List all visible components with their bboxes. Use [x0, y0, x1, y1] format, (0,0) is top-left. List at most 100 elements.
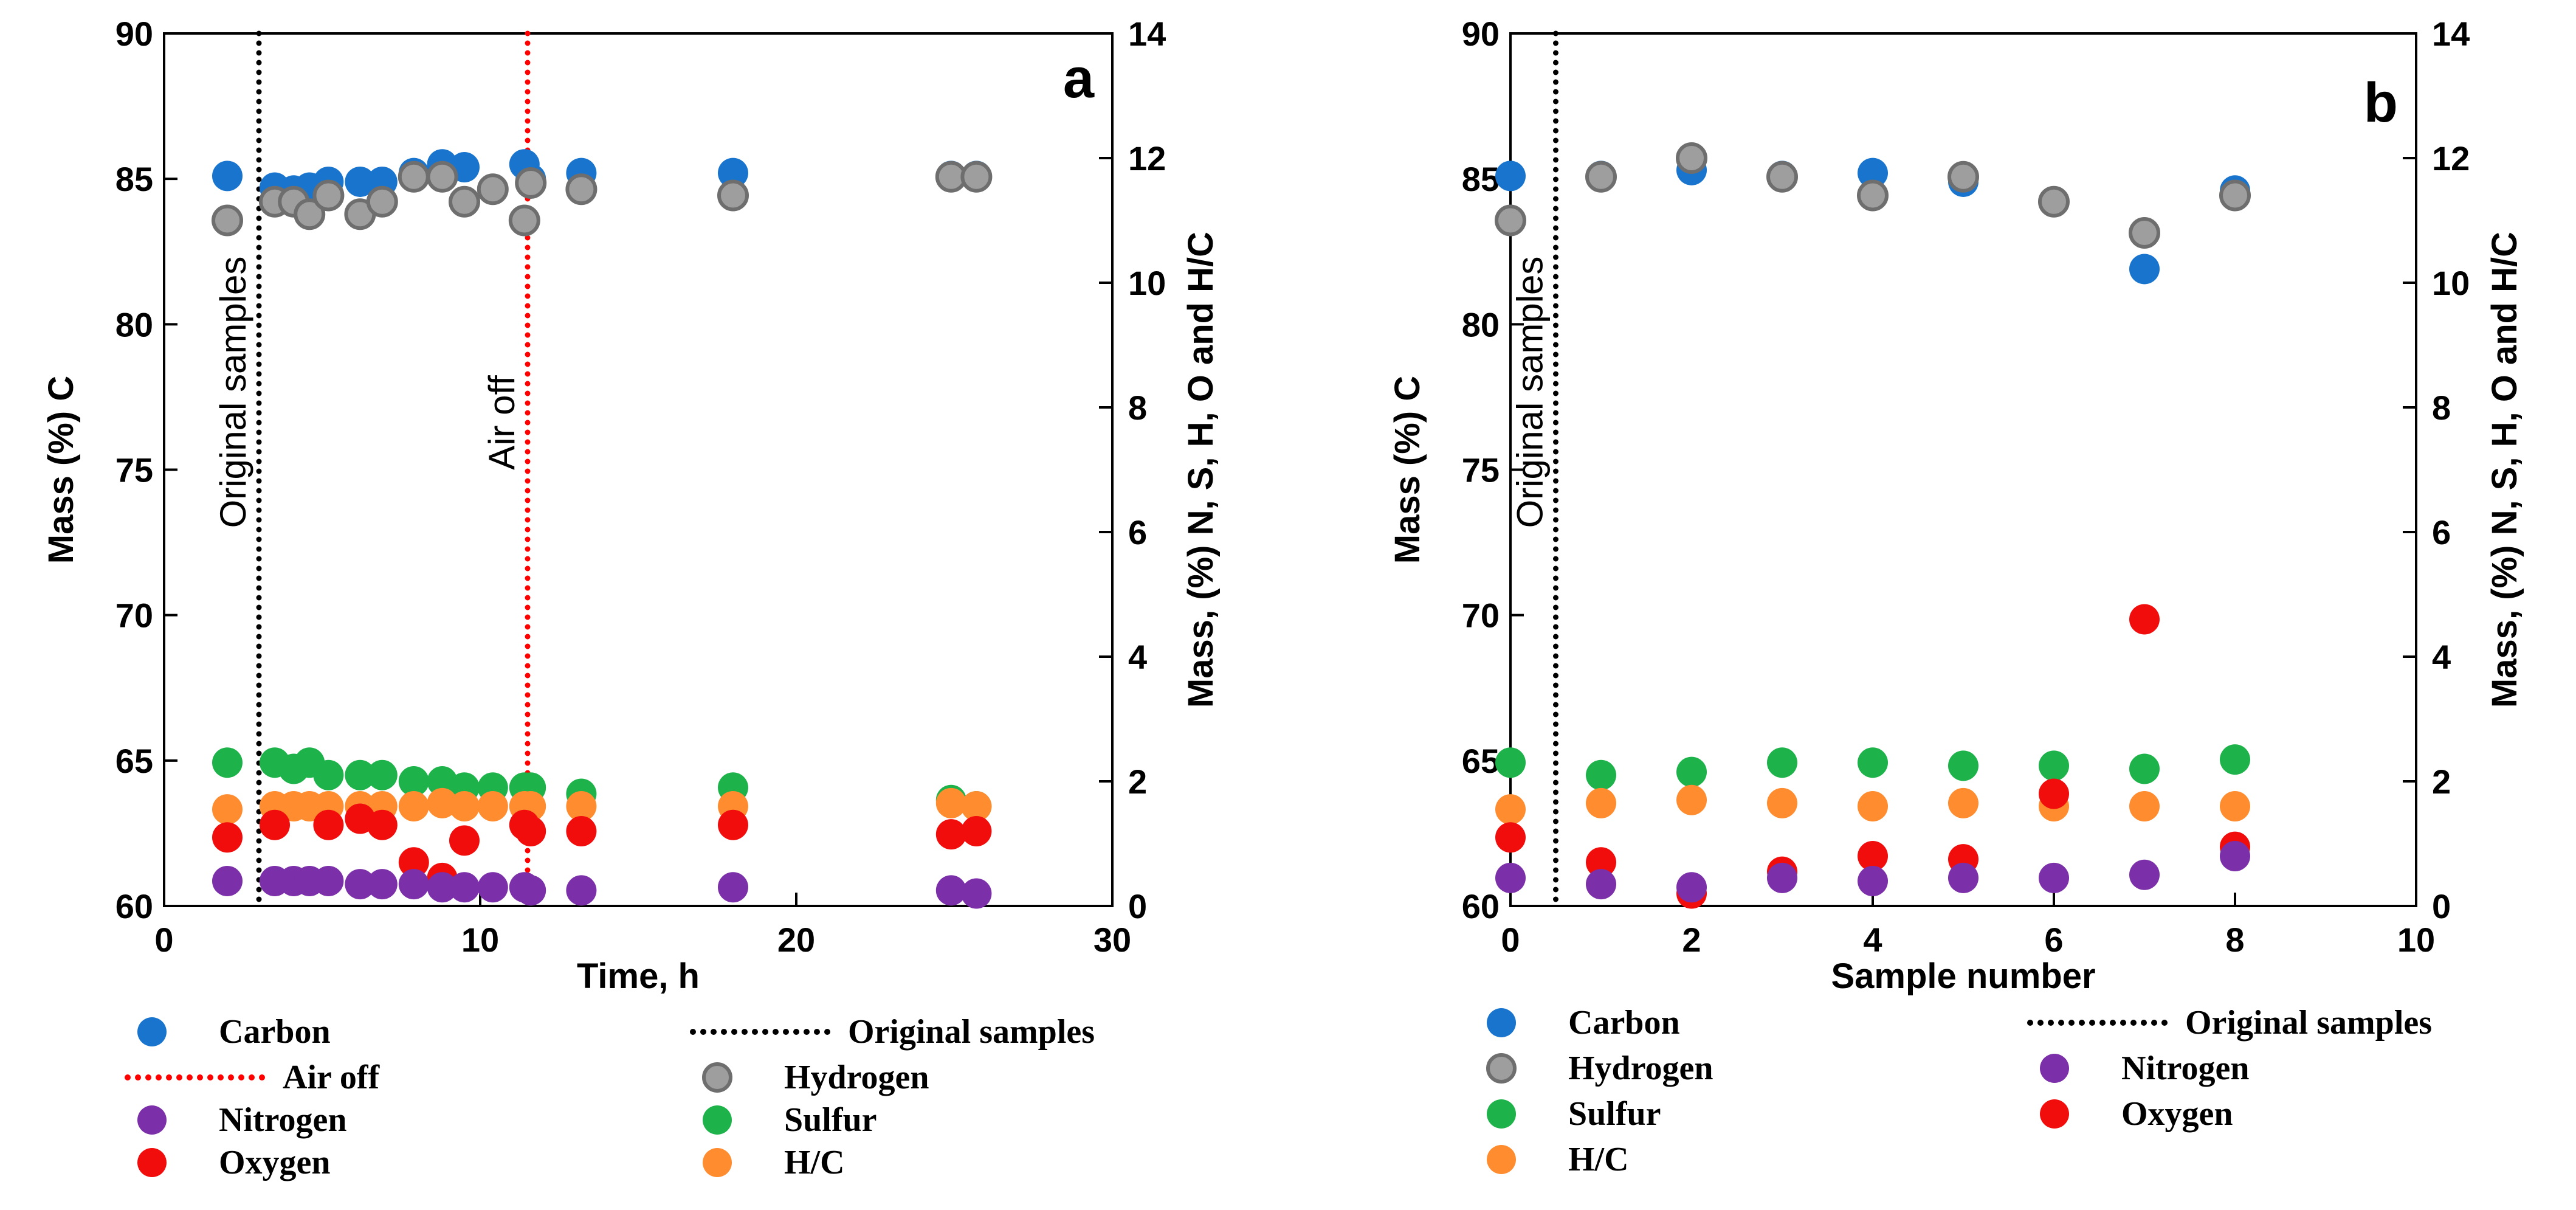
- x-tick-label: 10: [2397, 921, 2435, 959]
- y-right-tick-label: 6: [1128, 513, 1147, 551]
- legend-marker-nitrogen: [137, 1105, 167, 1135]
- data-point-nitrogen: [1586, 869, 1616, 900]
- data-point-oxygen: [1495, 822, 1526, 853]
- data-point-nitrogen: [935, 875, 966, 906]
- legend: Carbon Hydrogen Sulfur H/C Original samples N…: [1486, 1004, 2432, 1178]
- data-point-hydrogen: [508, 204, 540, 237]
- data-point-nitrogen: [212, 866, 243, 896]
- data-point-oxygen: [260, 809, 290, 840]
- legend-marker-hydrogen: [702, 1062, 732, 1093]
- y-left-tick-label: 90: [115, 15, 153, 53]
- data-point-hc: [1586, 787, 1616, 818]
- data-point-carbon: [2129, 254, 2160, 285]
- y-left-tick-label: 60: [115, 887, 153, 925]
- y-right-tick-label: 12: [2432, 139, 2470, 178]
- data-point-nitrogen: [1495, 862, 1526, 893]
- data-point-sulfur: [1948, 750, 1978, 781]
- data-point-hc: [1767, 787, 1797, 818]
- data-point-sulfur: [1495, 747, 1526, 778]
- data-point-oxygen: [935, 819, 966, 850]
- data-point-nitrogen: [961, 878, 992, 909]
- data-point-hc: [212, 794, 243, 825]
- data-point-hydrogen: [312, 179, 345, 212]
- y-right-tick-label: 14: [1128, 15, 1166, 53]
- y-right-tick-label: 2: [2432, 762, 2451, 801]
- y-right-tick-label: 10: [2432, 264, 2470, 302]
- x-tick-label: 4: [1863, 921, 1882, 959]
- data-point-hc: [1676, 784, 1707, 815]
- data-point-carbon: [1495, 161, 1526, 192]
- data-point-nitrogen: [449, 872, 480, 903]
- legend-label-nitrogen: Nitrogen: [2121, 1049, 2250, 1087]
- data-point-hc: [2129, 791, 2160, 821]
- y-left-tick-label: 75: [1462, 451, 1500, 489]
- data-point-hydrogen: [1857, 179, 1889, 212]
- data-point-hc: [935, 787, 966, 818]
- data-point-sulfur: [345, 759, 376, 790]
- data-point-hydrogen: [717, 179, 749, 212]
- legend-label-oxygen: Oxygen: [219, 1144, 331, 1181]
- data-point-nitrogen: [718, 872, 748, 903]
- data-point-hydrogen: [2038, 185, 2070, 218]
- y-left-axis-label: Mass (%) C: [1388, 376, 1427, 564]
- series-nitrogen: [1495, 841, 2250, 903]
- legend-label-hc: H/C: [1568, 1141, 1629, 1178]
- y-right-tick-label: 10: [1128, 264, 1166, 302]
- data-point-sulfur: [212, 747, 243, 778]
- data-point-nitrogen: [515, 875, 546, 906]
- data-point-hydrogen: [1495, 204, 1526, 237]
- y-right-tick-label: 8: [2432, 389, 2451, 427]
- legend-marker-sulfur: [703, 1105, 732, 1135]
- y-left-tick-label: 60: [1462, 887, 1500, 925]
- chart-panel-a: 0 10 20 30 60 65 70 75 80 85 90 0 2 4 6 8 10 12 14 Time, h M…: [41, 15, 1221, 1181]
- data-point-hc: [961, 791, 992, 821]
- y-left-tick-label: 65: [1462, 742, 1500, 780]
- legend-marker-oxygen: [137, 1148, 167, 1177]
- data-point-hydrogen: [1947, 161, 1979, 193]
- data-point-hydrogen: [1585, 161, 1617, 193]
- data-point-nitrogen: [398, 869, 429, 900]
- data-point-carbon: [718, 157, 748, 188]
- legend-marker-sulfur: [1487, 1099, 1516, 1129]
- data-point-hydrogen: [477, 173, 509, 206]
- series-nitrogen: [212, 866, 992, 909]
- y-left-tick-label: 90: [1462, 15, 1500, 53]
- x-tick-label: 10: [461, 921, 499, 959]
- legend-marker-nitrogen: [2040, 1054, 2069, 1083]
- series-hydrogen: [212, 161, 993, 237]
- data-point-nitrogen: [1948, 862, 1978, 893]
- data-point-sulfur: [398, 766, 429, 797]
- data-point-sulfur: [367, 759, 398, 790]
- data-point-oxygen: [2039, 778, 2069, 809]
- data-point-carbon: [1858, 157, 1888, 188]
- legend-label-oxygen: Oxygen: [2121, 1095, 2233, 1133]
- data-point-hc: [449, 791, 480, 821]
- legend-label-original: Original samples: [2185, 1004, 2432, 1042]
- y-left-tick-label: 80: [115, 305, 153, 344]
- data-point-sulfur: [313, 759, 344, 790]
- y-right-axis-label: Mass, (%) N, S, H, O and H/C: [2485, 232, 2524, 708]
- data-point-hydrogen: [294, 198, 326, 230]
- y-right-tick-label: 4: [2432, 638, 2451, 676]
- data-point-hc: [398, 791, 429, 821]
- legend-label-airoff: Air off: [283, 1059, 380, 1096]
- data-point-oxygen: [398, 847, 429, 878]
- x-tick-label: 30: [1093, 921, 1131, 959]
- data-point-hydrogen: [1766, 161, 1798, 193]
- y-left-tick-label: 80: [1462, 305, 1500, 344]
- x-axis-label: Time, h: [577, 956, 700, 996]
- data-point-nitrogen: [566, 875, 597, 906]
- data-point-sulfur: [1586, 759, 1616, 790]
- data-point-carbon: [345, 166, 376, 197]
- y-right-tick-label: 14: [2432, 15, 2470, 53]
- data-point-nitrogen: [1767, 862, 1797, 893]
- data-point-oxygen: [515, 816, 546, 846]
- x-tick-label: 8: [2225, 921, 2244, 959]
- data-point-oxygen: [961, 816, 992, 846]
- x-tick-label: 0: [1501, 921, 1520, 959]
- data-point-sulfur: [1858, 747, 1888, 778]
- data-point-nitrogen: [1676, 872, 1707, 903]
- series-hydrogen: [1495, 142, 2251, 249]
- data-point-oxygen: [212, 822, 243, 853]
- legend-label-carbon: Carbon: [1568, 1004, 1680, 1042]
